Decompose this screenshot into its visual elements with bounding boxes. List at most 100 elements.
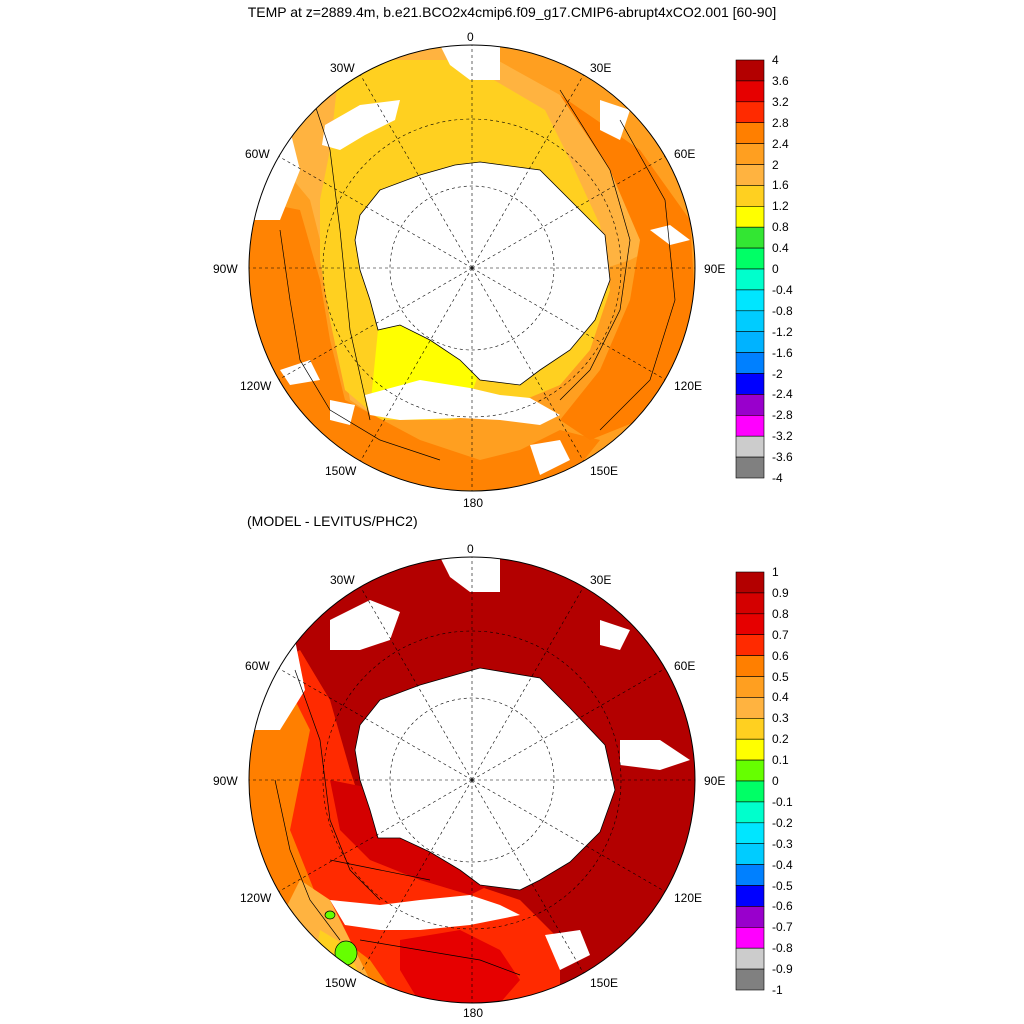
top_colorbar-label-11: -0.4 xyxy=(772,282,793,297)
bottom-lon-label-90w: 90W xyxy=(213,774,238,788)
top_colorbar-label-12: -0.8 xyxy=(772,303,793,318)
top_colorbar-label-4: 2.4 xyxy=(772,136,789,151)
top_colorbar-swatch-10 xyxy=(735,268,765,291)
bottom-antarctica xyxy=(354,667,616,891)
bottom-lon-label-30w: 30W xyxy=(330,573,355,587)
bottom_colorbar-label-1: 0.9 xyxy=(772,585,789,600)
top_colorbar-label-20: -4 xyxy=(772,471,783,485)
top_colorbar-label-19: -3.6 xyxy=(772,450,793,465)
map-title: TEMP at z=2889.4m, b.e21.BCO2x4cmip6.f09… xyxy=(247,4,777,20)
top_colorbar-label-16: -2.4 xyxy=(772,387,793,402)
bottom-zone-01-02 xyxy=(334,940,358,966)
top_colorbar-swatch-18 xyxy=(735,435,765,458)
top_colorbar-swatch-2 xyxy=(735,101,765,124)
bottom_colorbar-label-12: -0.2 xyxy=(772,815,793,830)
bottom_colorbar-swatch-14 xyxy=(735,864,765,886)
top_colorbar-swatch-9 xyxy=(735,247,765,270)
top_colorbar-label-3: 2.8 xyxy=(772,115,789,130)
top_colorbar-swatch-8 xyxy=(735,226,765,249)
top_colorbar-label-6: 1.6 xyxy=(772,178,789,193)
top-lon-label-120e: 120E xyxy=(674,379,703,393)
top_colorbar-swatch-15 xyxy=(735,373,765,395)
top_colorbar-swatch-4 xyxy=(735,143,765,165)
bottom_colorbar-swatch-8 xyxy=(735,738,765,761)
top_colorbar-label-2: 3.2 xyxy=(772,94,789,109)
bottom-difference-map xyxy=(248,556,696,1004)
bottom_colorbar-swatch-10 xyxy=(735,780,765,803)
bottom_colorbar-label-0: 1 xyxy=(772,565,779,579)
top-graticule xyxy=(249,45,695,491)
top_colorbar-swatch-5 xyxy=(735,164,765,186)
top-colorbar xyxy=(735,59,765,479)
bottom_colorbar-swatch-18 xyxy=(735,947,765,970)
top-lon-label-180: 180 xyxy=(463,496,484,510)
bottom_colorbar-swatch-19 xyxy=(735,968,765,991)
top_colorbar-swatch-6 xyxy=(735,185,765,207)
top-lon-label-90e: 90E xyxy=(704,262,726,276)
bottom_colorbar-swatch-5 xyxy=(735,676,765,698)
bottom_colorbar-label-5: 0.5 xyxy=(772,669,789,684)
bottom_colorbar-swatch-3 xyxy=(735,634,765,656)
bottom_colorbar-swatch-13 xyxy=(735,843,765,865)
top_colorbar-swatch-0 xyxy=(735,59,765,82)
top-lon-label-30w: 30W xyxy=(330,61,355,75)
top_colorbar-label-1: 3.6 xyxy=(772,73,789,88)
bottom_colorbar-label-2: 0.8 xyxy=(772,606,789,621)
top-map-border xyxy=(248,44,696,492)
bottom-lon-label-120w: 120W xyxy=(240,891,272,905)
bottom-lon-label-150w: 150W xyxy=(325,976,357,990)
top-zone-24-28 xyxy=(560,95,695,440)
top-lon-label-90w: 90W xyxy=(213,262,238,276)
bottom-lon-label-60e: 60E xyxy=(674,659,696,673)
bottom-lon-label-0: 0 xyxy=(467,542,474,556)
top_colorbar-swatch-13 xyxy=(735,331,765,353)
top_colorbar-label-13: -1.2 xyxy=(772,324,793,339)
top_colorbar-label-7: 1.2 xyxy=(772,199,789,214)
bottom_colorbar-label-15: -0.5 xyxy=(772,878,793,893)
bottom_colorbar-label-13: -0.3 xyxy=(772,836,793,851)
top_colorbar-swatch-19 xyxy=(735,456,765,479)
bottom_colorbar-label-14: -0.4 xyxy=(772,857,793,872)
top_colorbar-label-10: 0 xyxy=(772,262,779,276)
bottom_colorbar-label-8: 0.2 xyxy=(772,732,789,747)
bottom_colorbar-swatch-9 xyxy=(735,759,765,782)
top_colorbar-label-18: -3.2 xyxy=(772,429,793,444)
top-lon-label-60w: 60W xyxy=(245,147,270,161)
bottom-colorbar xyxy=(735,571,765,991)
bottom_colorbar-swatch-7 xyxy=(735,717,765,740)
bottom_colorbar-label-9: 0.1 xyxy=(772,753,789,768)
bottom_colorbar-swatch-1 xyxy=(735,592,765,615)
bottom_colorbar-swatch-17 xyxy=(735,926,765,949)
bottom_colorbar-swatch-0 xyxy=(735,571,765,594)
bottom_colorbar-label-16: -0.6 xyxy=(772,899,793,914)
bottom-lon-label-180: 180 xyxy=(463,1006,484,1020)
top-temperature-map xyxy=(248,44,696,492)
top_colorbar-swatch-7 xyxy=(735,206,765,228)
top-lon-label-120w: 120W xyxy=(240,379,272,393)
top-lon-label-60e: 60E xyxy=(674,147,696,161)
top_colorbar-swatch-3 xyxy=(735,122,765,144)
top-lon-label-0: 0 xyxy=(467,30,474,44)
top-lon-label-30e: 30E xyxy=(590,61,612,75)
bottom-lon-label-150e: 150E xyxy=(590,976,619,990)
bottom-map-border xyxy=(248,556,696,1004)
top_colorbar-swatch-14 xyxy=(735,352,765,374)
top_colorbar-label-5: 2 xyxy=(772,157,779,172)
bottom-lon-label-60w: 60W xyxy=(245,659,270,673)
bottom_colorbar-label-10: 0 xyxy=(772,774,779,788)
bottom_colorbar-swatch-6 xyxy=(735,697,765,719)
bottom_colorbar-label-4: 0.6 xyxy=(772,648,789,663)
top_colorbar-swatch-1 xyxy=(735,80,765,103)
bottom_colorbar-label-18: -0.8 xyxy=(772,941,793,956)
top_colorbar-label-14: -1.6 xyxy=(772,345,793,360)
top_colorbar-label-9: 0.4 xyxy=(772,241,789,256)
top-antarctica xyxy=(354,161,611,386)
top-lon-label-150e: 150E xyxy=(590,464,619,478)
bottom_colorbar-swatch-16 xyxy=(735,906,765,928)
bottom-lon-label-30e: 30E xyxy=(590,573,612,587)
bottom_colorbar-label-11: -0.1 xyxy=(772,794,793,809)
top_colorbar-swatch-17 xyxy=(735,414,765,437)
top_colorbar-label-8: 0.8 xyxy=(772,220,789,235)
bottom-lon-label-90e: 90E xyxy=(704,774,726,788)
